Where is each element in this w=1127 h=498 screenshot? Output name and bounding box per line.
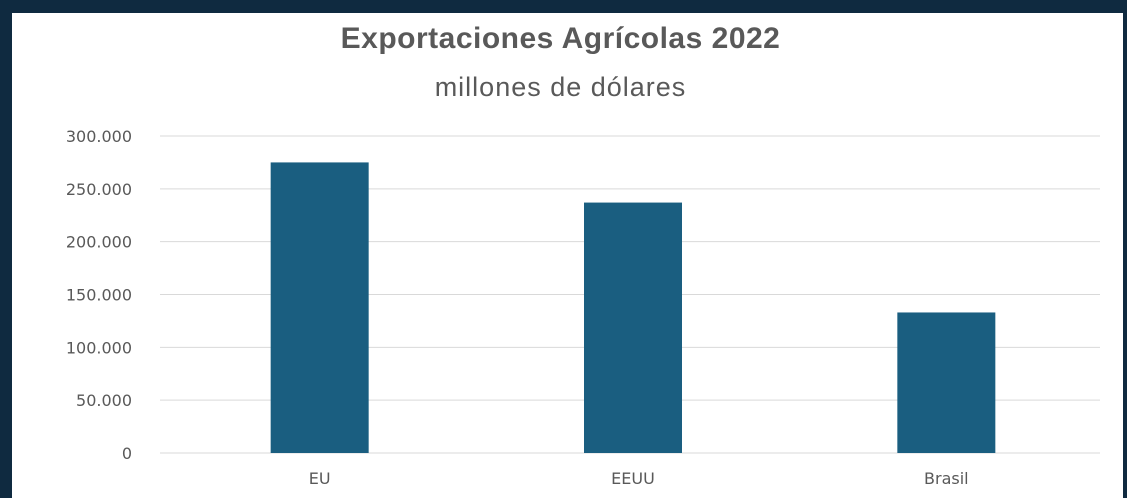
y-tick-label: 150.000 bbox=[66, 286, 132, 305]
x-category-label: EU bbox=[309, 469, 331, 488]
x-category-label: Brasil bbox=[924, 469, 969, 488]
bar-eeuu bbox=[584, 202, 682, 453]
bar-eu bbox=[270, 162, 369, 453]
chart-title: Exportaciones Agrícolas 2022 bbox=[340, 22, 781, 55]
y-tick-label: 100.000 bbox=[66, 338, 132, 357]
chart-subtitle: millones de dólares bbox=[434, 72, 687, 102]
y-tick-label: 200.000 bbox=[66, 233, 132, 252]
bar-brasil bbox=[897, 312, 996, 453]
x-category-label: EEUU bbox=[611, 469, 655, 488]
y-tick-label: 250.000 bbox=[66, 180, 132, 199]
y-tick-label: 0 bbox=[122, 444, 132, 463]
y-tick-label: 50.000 bbox=[76, 391, 132, 410]
y-tick-label: 300.000 bbox=[66, 127, 132, 146]
